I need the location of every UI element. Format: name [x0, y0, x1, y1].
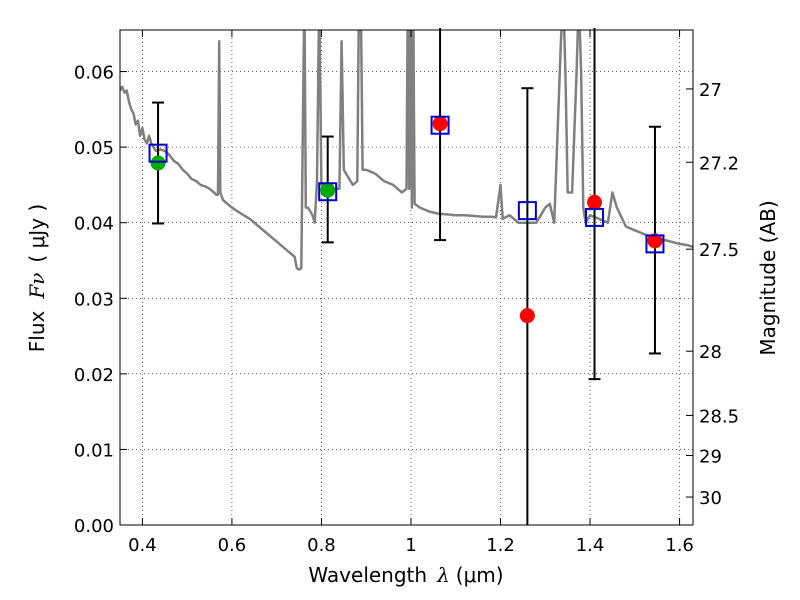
right-tick-label: 28	[699, 342, 722, 363]
right-tick-label: 27.2	[699, 153, 739, 174]
right-axis-ticks: 27 27.2 27.5 28 28.5 29 30	[686, 80, 739, 509]
y-tick-label: 0.04	[74, 214, 114, 235]
y-tick-label: 0.02	[74, 365, 114, 386]
model-square-point	[318, 182, 338, 202]
right-tick-label: 29	[699, 446, 722, 467]
x-tick-label: 1.2	[486, 535, 515, 556]
y-tick-label: 0.06	[74, 63, 114, 84]
x-axis-title: Wavelength λ (μm)	[308, 563, 503, 587]
x-tick-label: 0.6	[218, 535, 247, 556]
y-axis-title: Flux Fν ( μJy )	[25, 204, 49, 352]
spectrum-line	[120, 30, 693, 271]
model-square-point	[517, 201, 537, 221]
spectrum-layer	[120, 30, 693, 271]
y-axis-ticks: 0.00 0.01 0.02 0.03 0.04 0.05 0.06	[74, 63, 127, 537]
red-data-point	[432, 116, 448, 132]
red-data-point	[519, 308, 535, 324]
x-tick-label: 0.4	[128, 535, 157, 556]
x-axis-label: Wavelength	[308, 563, 427, 587]
x-tick-label: 1.6	[665, 535, 694, 556]
x-axis-unit: (μm)	[456, 563, 504, 587]
x-tick-label: 1	[405, 535, 416, 556]
points-layer	[150, 116, 663, 324]
right-tick-label: 28.5	[699, 406, 739, 427]
y-tick-label: 0.05	[74, 138, 114, 159]
y-tick-label: 0.00	[74, 516, 114, 537]
right-tick-label: 30	[699, 488, 722, 509]
right-axis-label: Magnitude (AB)	[756, 200, 780, 355]
x-axis-ticks: 0.4 0.6 0.8 1 1.2 1.4 1.6	[128, 30, 694, 556]
grid	[120, 30, 693, 526]
x-tick-label: 1.4	[576, 535, 605, 556]
model-square-point	[645, 234, 665, 254]
green-data-point	[320, 182, 336, 198]
x-tick-label: 0.8	[307, 535, 336, 556]
plot-frame	[119, 29, 694, 526]
y-tick-label: 0.03	[74, 289, 114, 310]
green-data-point	[150, 155, 166, 171]
model-square-point	[148, 143, 168, 163]
right-tick-label: 27.5	[699, 240, 739, 261]
y-axis-symbol: Fν	[25, 273, 49, 300]
right-tick-label: 27	[699, 80, 722, 101]
model-square-point	[585, 207, 605, 227]
model-square-point	[430, 115, 450, 135]
y-axis-label: Flux	[25, 310, 49, 352]
model-layer	[148, 115, 665, 254]
red-data-point	[647, 233, 663, 249]
y-tick-label: 0.01	[74, 440, 114, 461]
x-axis-symbol: λ	[436, 563, 450, 587]
red-data-point	[587, 194, 603, 210]
y-axis-unit: ( μJy )	[25, 204, 49, 263]
